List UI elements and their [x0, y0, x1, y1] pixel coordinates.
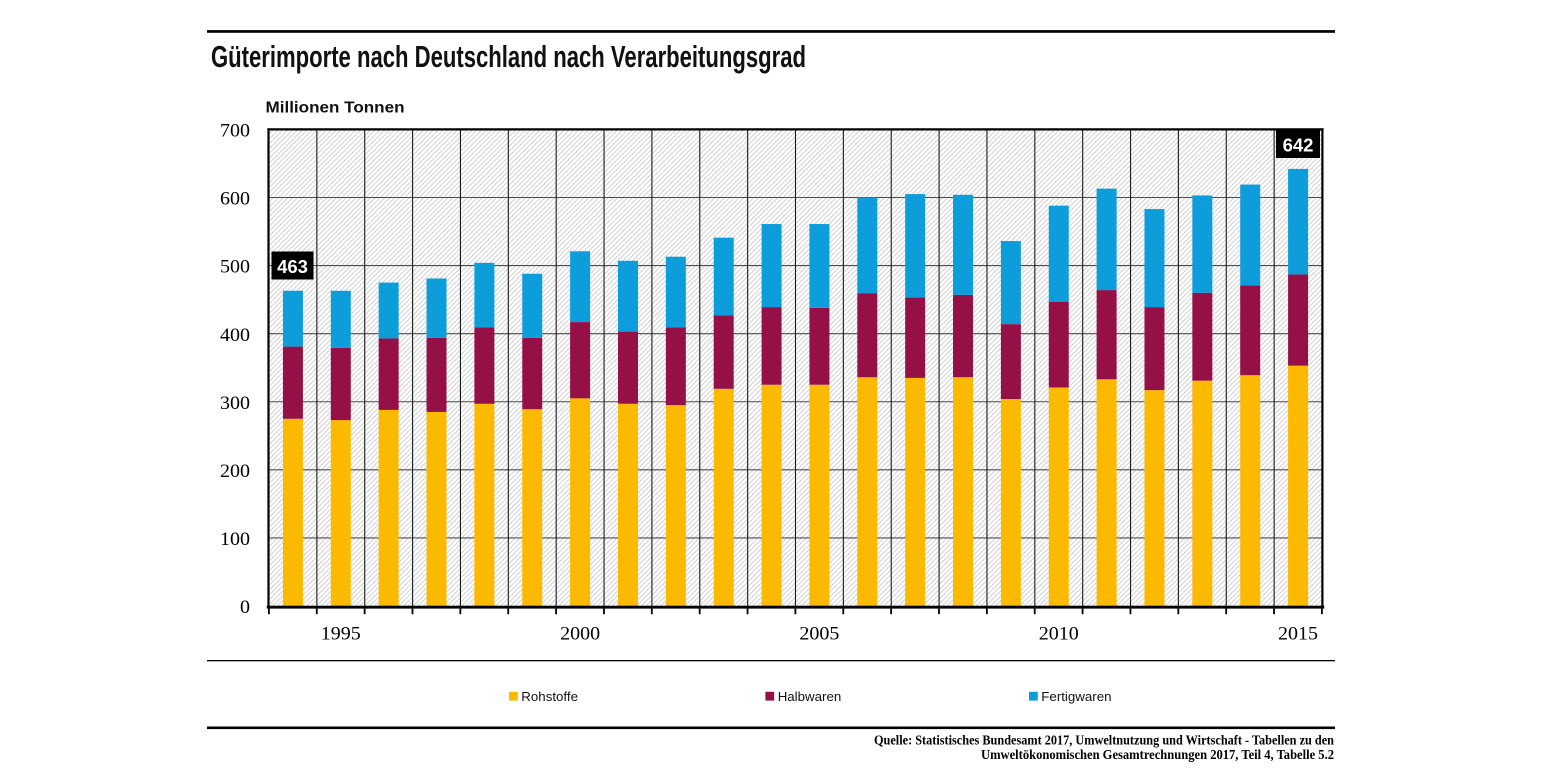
svg-text:1995: 1995 — [321, 624, 361, 645]
svg-text:2000: 2000 — [560, 624, 600, 645]
svg-text:2015: 2015 — [1278, 624, 1318, 645]
svg-text:2010: 2010 — [1039, 624, 1079, 645]
svg-text:0: 0 — [240, 597, 250, 618]
svg-text:Rohstoffe: Rohstoffe — [521, 689, 578, 704]
svg-text:Fertigwaren: Fertigwaren — [1041, 689, 1111, 704]
svg-text:400: 400 — [220, 325, 250, 346]
svg-text:463: 463 — [277, 256, 308, 277]
svg-text:100: 100 — [220, 529, 250, 550]
svg-text:200: 200 — [220, 461, 250, 482]
svg-text:Millionen Tonnen: Millionen Tonnen — [266, 100, 405, 117]
svg-text:Güterimporte nach Deutschland: Güterimporte nach Deutschland nach Verar… — [211, 39, 806, 74]
svg-text:700: 700 — [220, 121, 250, 142]
svg-text:2005: 2005 — [799, 624, 839, 645]
svg-text:Quelle: Statistisches Bundesam: Quelle: Statistisches Bundesamt 2017, Um… — [874, 732, 1335, 747]
svg-text:Halbwaren: Halbwaren — [778, 689, 842, 704]
svg-text:600: 600 — [220, 189, 250, 210]
svg-text:642: 642 — [1283, 135, 1314, 156]
svg-text:500: 500 — [220, 257, 250, 278]
svg-text:Umweltökonomischen Gesamtrechn: Umweltökonomischen Gesamtrechnungen 2017… — [981, 747, 1334, 762]
svg-text:300: 300 — [220, 393, 250, 414]
